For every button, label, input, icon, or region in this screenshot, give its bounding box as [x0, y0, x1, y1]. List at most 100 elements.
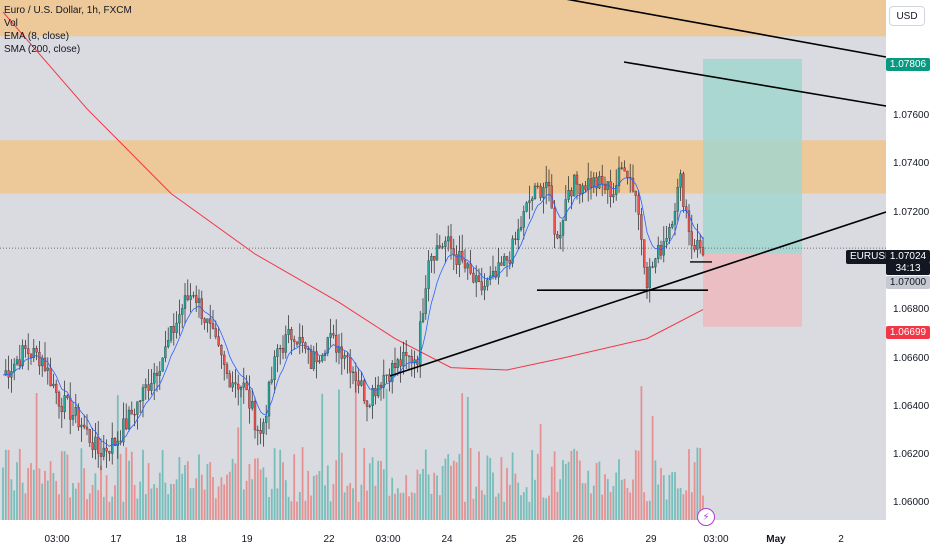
- symbol-title[interactable]: Euro / U.S. Dollar, 1h, FXCM: [4, 5, 132, 16]
- volume-bar: [332, 484, 335, 520]
- candle: [589, 178, 593, 188]
- volume-bar: [648, 500, 651, 520]
- stop-loss-price-tag: 1.06699: [886, 326, 930, 339]
- volume-bar: [105, 475, 108, 520]
- candle: [209, 318, 212, 324]
- candle: [475, 275, 478, 283]
- candle: [581, 185, 584, 195]
- candle: [617, 167, 621, 186]
- volume-bar: [506, 467, 508, 520]
- candle: [29, 353, 33, 358]
- candle: [315, 351, 318, 363]
- volume-bar: [310, 495, 312, 520]
- candle: [164, 346, 167, 359]
- candle: [13, 363, 16, 372]
- candle: [634, 190, 637, 196]
- candle: [612, 194, 615, 198]
- candle: [405, 352, 408, 356]
- volume-bar: [422, 468, 424, 520]
- volume-bar: [18, 448, 21, 520]
- candle: [461, 251, 464, 261]
- candle: [267, 382, 271, 417]
- volume-bar: [88, 493, 91, 520]
- candle: [94, 436, 97, 450]
- volume-bar: [251, 479, 254, 520]
- volume-bar: [522, 492, 525, 520]
- y-tick-label: 1.06200: [893, 449, 930, 460]
- volume-bar: [256, 458, 259, 520]
- volume-bar: [682, 494, 685, 520]
- candle: [130, 409, 133, 415]
- candle: [687, 210, 691, 232]
- candle: [525, 202, 528, 212]
- candle: [701, 247, 705, 256]
- volume-bar: [298, 491, 301, 520]
- candle: [125, 418, 128, 430]
- candle: [469, 263, 472, 274]
- lightning-icon[interactable]: ⚡: [697, 508, 715, 526]
- volume-bar: [203, 489, 206, 520]
- candle: [217, 336, 220, 346]
- indicator-sma[interactable]: SMA (200, close): [4, 44, 81, 55]
- candle: [228, 373, 231, 388]
- volume-bar: [601, 494, 604, 520]
- volume-bar: [548, 495, 550, 520]
- candle: [169, 326, 173, 341]
- volume-bar: [346, 485, 349, 520]
- candle: [290, 329, 293, 340]
- candle: [287, 329, 290, 335]
- candle: [480, 281, 483, 291]
- volume-bar: [688, 449, 690, 520]
- volume-bar: [455, 462, 458, 520]
- candle: [253, 401, 257, 431]
- volume-bar: [164, 482, 167, 520]
- loss-zone: [703, 253, 802, 327]
- currency-button[interactable]: USD: [889, 6, 925, 26]
- candle: [197, 298, 201, 303]
- candle: [545, 181, 548, 188]
- candle: [626, 170, 629, 178]
- candle: [256, 429, 259, 431]
- volume-bar: [534, 479, 536, 520]
- volume-bar: [231, 458, 234, 520]
- candle: [631, 177, 635, 192]
- candle: [91, 442, 94, 450]
- indicator-volume[interactable]: Vol: [4, 18, 18, 29]
- candle: [307, 348, 310, 350]
- volume-bar: [388, 495, 391, 520]
- volume-bar: [315, 474, 318, 520]
- candle: [463, 259, 467, 269]
- volume-bar: [223, 484, 226, 520]
- volume-bar: [175, 479, 178, 520]
- volume-bar: [492, 472, 494, 520]
- volume-bar: [637, 450, 640, 520]
- candle: [237, 383, 240, 390]
- chart-legend: Euro / U.S. Dollar, 1h, FXCM Vol EMA (8,…: [4, 4, 132, 56]
- indicator-ema[interactable]: EMA (8, close): [4, 31, 70, 42]
- candle: [99, 453, 103, 457]
- candle: [497, 262, 500, 278]
- volume-bar: [318, 470, 321, 520]
- volume-bar: [396, 488, 399, 520]
- candle: [587, 178, 590, 190]
- candle: [158, 371, 161, 376]
- candle: [102, 447, 105, 457]
- y-tick-label: 1.06600: [893, 353, 930, 364]
- volume-bar: [167, 494, 170, 520]
- x-tick-label: 03:00: [375, 534, 401, 545]
- volume-bar: [410, 492, 413, 520]
- volume-bar: [100, 465, 102, 520]
- candle: [18, 359, 21, 367]
- volume-bar: [357, 501, 360, 520]
- candle: [645, 267, 649, 288]
- volume-bar: [497, 493, 500, 520]
- candle: [259, 430, 262, 434]
- candle: [592, 177, 595, 188]
- candle: [273, 356, 276, 381]
- candle: [301, 337, 304, 343]
- volume-bar: [111, 496, 114, 520]
- candle: [27, 348, 30, 354]
- volume-bar: [618, 459, 620, 520]
- volume-bar: [447, 454, 450, 520]
